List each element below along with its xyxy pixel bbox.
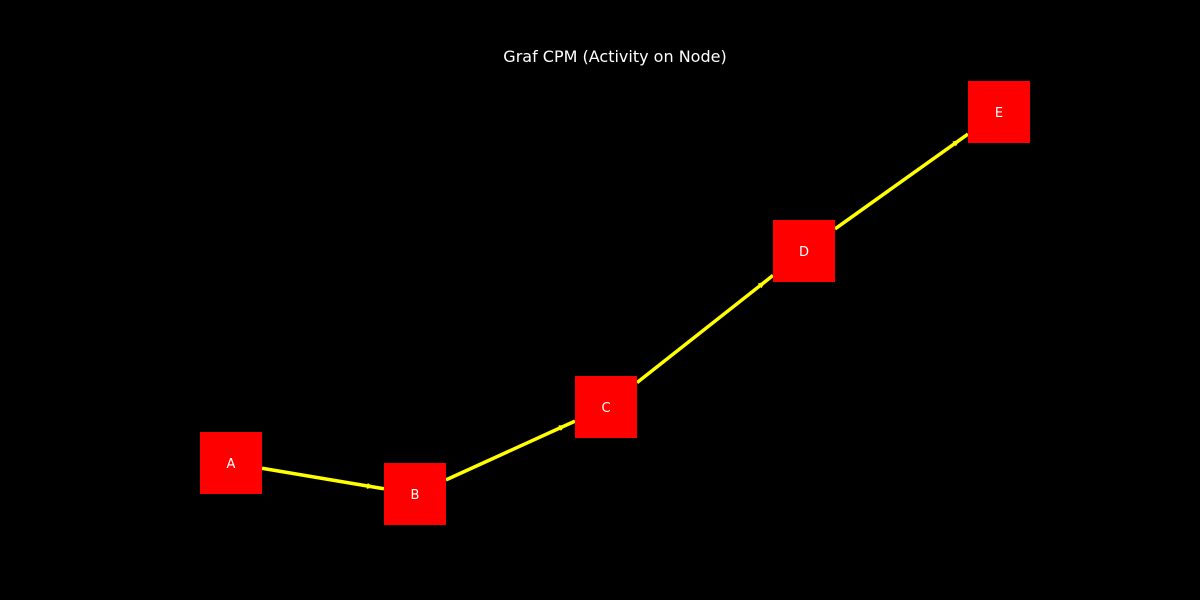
- node-layer: A B C D E: [200, 81, 1030, 525]
- node-b: B: [384, 463, 446, 525]
- node-box-d: [773, 220, 835, 282]
- node-box-b: [384, 463, 446, 525]
- node-box-c: [575, 376, 637, 438]
- node-a: A: [200, 432, 262, 494]
- node-box-a: [200, 432, 262, 494]
- edge-a-b: [261, 466, 385, 491]
- node-label-a: A: [227, 457, 236, 472]
- arrowhead-d-e: [952, 139, 960, 147]
- arrowhead-b-c: [558, 425, 566, 431]
- node-d: D: [773, 220, 835, 282]
- node-label-e: E: [995, 106, 1003, 121]
- edge-layer: [261, 132, 970, 491]
- node-box-e: [968, 81, 1030, 143]
- edge-d-e: [833, 132, 970, 231]
- node-label-c: C: [601, 401, 610, 416]
- node-c: C: [575, 376, 637, 438]
- edge-c-d: [635, 274, 775, 384]
- node-label-d: D: [799, 245, 809, 260]
- diagram-title: Graf CPM (Activity on Node): [503, 47, 727, 66]
- arrowhead-a-b: [366, 483, 375, 489]
- arrowhead-c-d: [757, 281, 766, 289]
- node-label-b: B: [411, 488, 420, 503]
- node-e: E: [968, 81, 1030, 143]
- edge-b-c: [445, 419, 576, 482]
